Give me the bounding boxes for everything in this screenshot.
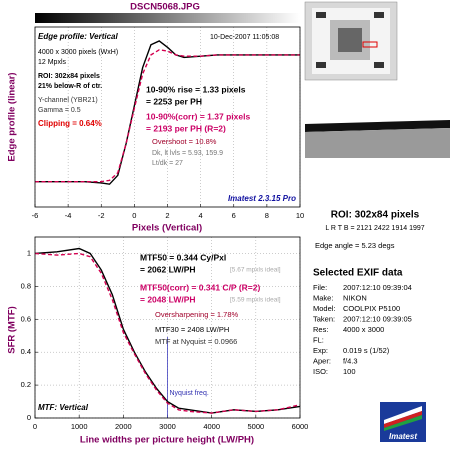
exif-value: f/4.3 [343, 356, 358, 365]
x-tick-label: 2000 [115, 422, 132, 431]
exif-label: FL: [313, 335, 324, 344]
exif-value: 2007:12:10 09:39:04 [343, 283, 412, 292]
exif-value: COOLPIX P5100 [343, 304, 400, 313]
y-tick-label: 0.8 [21, 281, 31, 290]
result: 10-90% rise = 1.33 pixels [146, 84, 246, 94]
x-tick-label: 0 [33, 422, 37, 431]
x-tick-label: 4000 [203, 422, 220, 431]
x-tick-label: 6000 [292, 422, 309, 431]
gradient-bar [35, 13, 300, 23]
chart-title: Edge profile: Vertical [38, 32, 119, 41]
info: 21% below-R of ctr. [38, 83, 102, 90]
result: MTF at Nyquist = 0.0966 [155, 337, 237, 346]
thumbnail [304, 1, 398, 81]
y-tick-label: 0.6 [21, 314, 31, 323]
info: Y-channel (YBR21) [38, 97, 98, 104]
exif-label: ISO: [313, 367, 328, 376]
x-tick-label: 3000 [159, 422, 176, 431]
result: Overshoot = 10.8% [152, 137, 217, 146]
info: 12 Mpxls [38, 59, 67, 66]
series-line [34, 252, 301, 414]
x-tick-label: 0 [132, 211, 136, 220]
result: = 2253 per PH [146, 96, 202, 106]
exif-label: Aper: [313, 356, 331, 365]
result: MTF50(corr) = 0.341 C/P (R=2) [140, 282, 260, 292]
x-tick-label: -2 [98, 211, 105, 220]
date: 10-Dec-2007 11:05:08 [210, 34, 279, 41]
x-tick-label: 2 [165, 211, 169, 220]
x-tick-label: 10 [296, 211, 304, 220]
exif-value: 2007:12:10 09:39:05 [343, 314, 412, 323]
y-tick-label: 1 [27, 248, 31, 257]
x-tick-label: -6 [32, 211, 39, 220]
exif-heading: Selected EXIF data [313, 268, 403, 279]
edge-crop [305, 112, 450, 160]
chart: -6 -4 -2 0 2 4 6 8 10 [32, 26, 304, 220]
x-tick-label: 6 [232, 211, 236, 220]
result: MTF30 = 2408 LW/PH [155, 325, 229, 334]
x-tick-label: 5000 [247, 422, 264, 431]
exif-label: Exp: [313, 346, 328, 355]
x-axis-label: Line widths per picture height (LW/PH) [80, 435, 254, 446]
exif-label: Make: [313, 293, 333, 302]
logo: Imatest [380, 402, 426, 442]
chart: 0 1000 2000 3000 4000 5000 6000 0 0.2 0.4 0.6 0.8 1 N… [21, 236, 309, 431]
x-tick-label: 4 [199, 211, 203, 220]
info: 4000 x 3000 pixels (WxH) [38, 49, 118, 56]
exif-label: File: [313, 283, 327, 292]
info: Clipping = 0.64% [38, 119, 102, 128]
x-axis-label: Pixels (Vertical) [132, 223, 202, 234]
exif-table: File: 2007:12:10 09:39:04 Make: NIKON Model:… [313, 283, 412, 376]
chart-title: MTF: Vertical [38, 403, 89, 412]
nyquist-label: Nyquist freq. [170, 390, 209, 397]
result: = 2062 LW/PH [140, 264, 196, 274]
result: = 2048 LW/PH [140, 294, 196, 304]
y-tick-label: 0.2 [21, 380, 31, 389]
y-axis-label: SFR (MTF) [7, 306, 18, 354]
exif-label: Model: [313, 304, 336, 313]
result: = 2193 per PH (R=2) [146, 123, 226, 133]
charts: -6 -4 -2 0 2 4 6 8 100 1000 2000 3000 4000 5000 600000… [21, 26, 309, 431]
series-line [35, 49, 300, 183]
exif-label: Res: [313, 325, 328, 334]
exif-value: 0.019 s (1/52) [343, 346, 390, 355]
x-tick-label: 1000 [71, 422, 88, 431]
plot-border [34, 26, 301, 208]
result: 10-90%(corr) = 1.37 pixels [146, 111, 250, 121]
y-axis-label: Edge profile (linear) [7, 72, 18, 161]
file-title: DSCN5068.JPG [130, 2, 200, 13]
roi-bounds: L R T B = 2121 2422 1914 1997 [325, 225, 424, 232]
y-tick-label: 0 [27, 413, 31, 422]
roi-size: ROI: 302x84 pixels [331, 210, 420, 221]
exif-label: Taken: [313, 314, 335, 323]
info: Gamma = 0.5 [38, 107, 81, 114]
exif-value: NIKON [343, 293, 367, 302]
info: ROI: 302x84 pixels [38, 73, 100, 80]
version: Imatest 2.3.15 Pro [228, 194, 296, 203]
exif-value: 4000 x 3000 [343, 325, 384, 334]
result: Lt/dk = 27 [152, 160, 183, 167]
plot-border [34, 236, 301, 419]
result: MTF50 = 0.344 Cy/Pxl [140, 252, 226, 262]
edge-angle: Edge angle = 5.23 degs [315, 241, 395, 250]
result: Dk, lt lvls = 5.93, 159.9 [152, 150, 223, 157]
x-tick-label: -4 [65, 211, 72, 220]
result: [5.59 mpxls ideal] [230, 297, 281, 304]
exif-value: 100 [343, 367, 356, 376]
logo-text: Imatest [389, 432, 417, 441]
y-tick-label: 0.4 [21, 347, 31, 356]
result: Oversharpening = 1.78% [155, 310, 239, 319]
x-tick-label: 8 [265, 211, 269, 220]
result: [5.67 mpxls ideal] [230, 267, 281, 274]
